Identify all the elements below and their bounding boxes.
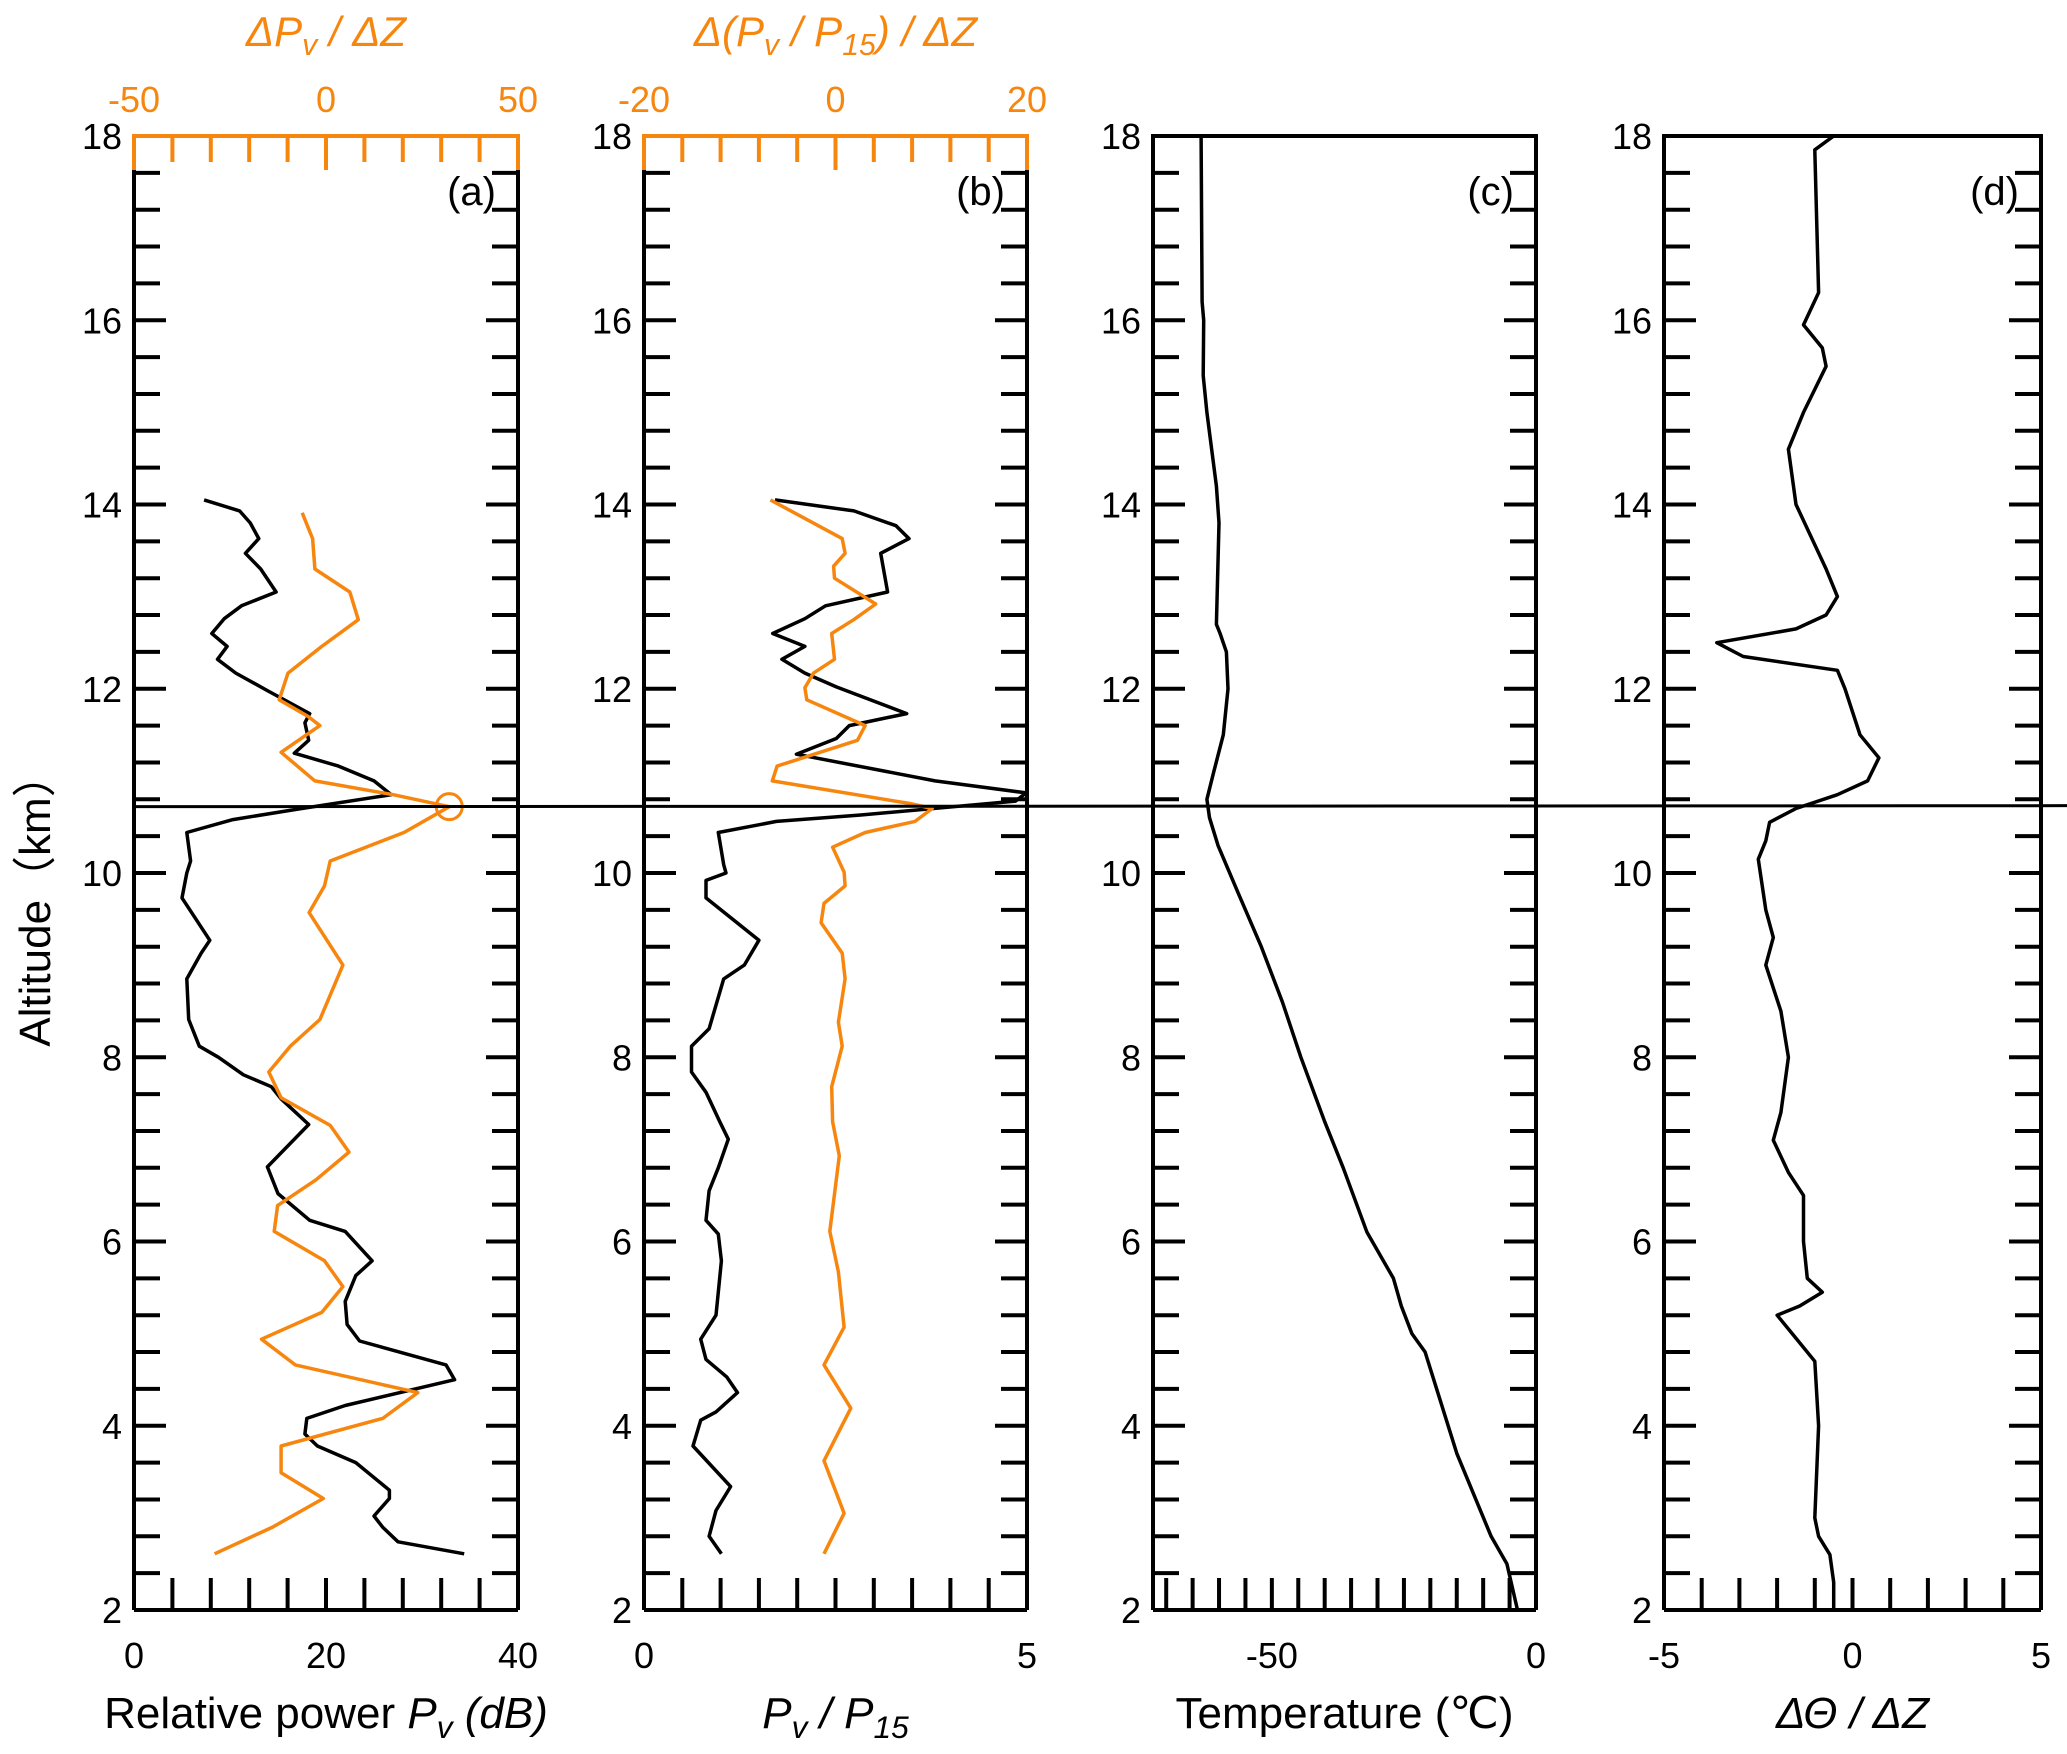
- series-line-orange: [769, 498, 934, 1555]
- tropopause-line: [133, 804, 2067, 809]
- x-tick-label: 5: [2031, 1635, 2051, 1676]
- y-tick-label: 14: [1101, 485, 1141, 526]
- x-axis-label: Temperature (℃): [1176, 1689, 1514, 1738]
- y-tick-label: 16: [82, 300, 122, 341]
- top-axis-label: Δ(Pv / P15) / ΔZ: [693, 8, 979, 62]
- y-tick-label: 8: [102, 1037, 122, 1078]
- y-tick-label: 14: [1612, 485, 1652, 526]
- x-tick-label: -50: [1246, 1635, 1298, 1676]
- y-tick-label: 10: [1101, 853, 1141, 894]
- y-tick-label: 18: [1101, 116, 1141, 157]
- top-axis-label: ΔPv / ΔZ: [245, 8, 408, 62]
- y-tick-label: 4: [1632, 1406, 1652, 1447]
- top-x-tick-label: -50: [108, 79, 160, 120]
- x-axis-label: Pv / P15: [762, 1689, 909, 1745]
- y-tick-label: 10: [1612, 853, 1652, 894]
- y-tick-label: 18: [82, 116, 122, 157]
- panel-a: 2 4 6 8 10 12 14 16 18 0 20 40 -50 0 50 (a): [82, 79, 538, 1676]
- series-line-black: [1715, 134, 1881, 1610]
- series-line-orange: [213, 512, 452, 1556]
- x-tick-label: -5: [1648, 1635, 1680, 1676]
- y-tick-label: 4: [1121, 1406, 1141, 1447]
- top-x-tick-label: 50: [498, 79, 538, 120]
- y-tick-label: 12: [1612, 669, 1652, 710]
- x-tick-label: 0: [1842, 1635, 1862, 1676]
- x-tick-label: 5: [1017, 1635, 1037, 1676]
- y-tick-label: 2: [1121, 1590, 1141, 1631]
- y-tick-label: 8: [1632, 1037, 1652, 1078]
- y-tick-label: 6: [1121, 1222, 1141, 1263]
- y-tick-label: 16: [1101, 300, 1141, 341]
- y-tick-label: 6: [612, 1222, 632, 1263]
- x-axis-label: ΔΘ / ΔZ: [1775, 1689, 1931, 1738]
- panel-d: 2 4 6 8 10 12 14 16 18 -5 0 5 (d): [1612, 116, 2051, 1676]
- y-tick-label: 8: [612, 1037, 632, 1078]
- y-tick-label: 12: [82, 669, 122, 710]
- y-tick-label: 2: [1632, 1590, 1652, 1631]
- y-tick-label: 14: [82, 485, 122, 526]
- y-tick-label: 16: [1612, 300, 1652, 341]
- panel-label: (a): [447, 170, 496, 214]
- panel-label: (c): [1467, 170, 1514, 214]
- series-line-black: [1199, 135, 1520, 1611]
- panel-label: (d): [1970, 170, 2019, 214]
- y-tick-label: 18: [1612, 116, 1652, 157]
- panel-label: (b): [956, 170, 1005, 214]
- y-tick-label: 4: [102, 1406, 122, 1447]
- series-line-black: [180, 498, 465, 1556]
- y-tick-label: 12: [1101, 669, 1141, 710]
- top-x-tick-label: 0: [316, 79, 336, 120]
- x-tick-label: 40: [498, 1635, 538, 1676]
- y-axis-label: Altitude（km）: [11, 753, 60, 1046]
- y-tick-label: 14: [592, 485, 632, 526]
- y-tick-label: 10: [82, 853, 122, 894]
- y-tick-label: 2: [612, 1590, 632, 1631]
- y-tick-label: 6: [1632, 1222, 1652, 1263]
- y-tick-label: 6: [102, 1222, 122, 1263]
- top-x-tick-label: -20: [618, 79, 670, 120]
- x-tick-label: 20: [306, 1635, 346, 1676]
- x-tick-label: 0: [1526, 1635, 1546, 1676]
- top-x-tick-label: 20: [1007, 79, 1047, 120]
- y-tick-label: 16: [592, 300, 632, 341]
- y-tick-label: 10: [592, 853, 632, 894]
- y-tick-label: 4: [612, 1406, 632, 1447]
- panel-b: 2 4 6 8 10 12 14 16 18 0 5 -20 0 20 (b): [592, 79, 1047, 1676]
- top-x-tick-label: 0: [825, 79, 845, 120]
- y-tick-label: 12: [592, 669, 632, 710]
- x-axis-label: Relative power Pv (dB): [104, 1689, 548, 1745]
- y-tick-label: 18: [592, 116, 632, 157]
- y-tick-label: 2: [102, 1590, 122, 1631]
- y-tick-label: 8: [1121, 1037, 1141, 1078]
- series-line-black: [689, 498, 1028, 1555]
- panel-c: 2 4 6 8 10 12 14 16 18 -50 0 (c): [1101, 116, 1546, 1676]
- x-tick-label: 0: [124, 1635, 144, 1676]
- x-tick-label: 0: [634, 1635, 654, 1676]
